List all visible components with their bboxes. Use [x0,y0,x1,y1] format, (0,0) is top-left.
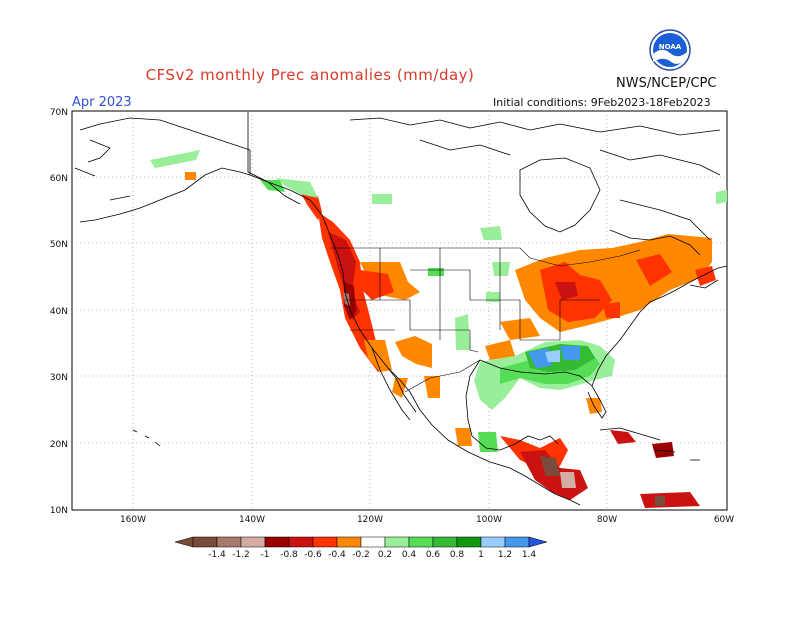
lat-labels: 70N 60N 50N 40N 30N 20N 10N [50,108,68,516]
colorbar-swatch [192,536,218,548]
lon-label: 120W [357,515,383,525]
lon-label: 160W [120,515,146,525]
colorbar-swatch [504,536,530,548]
initial-conditions: Initial conditions: 9Feb2023-18Feb2023 [493,96,711,109]
colorbar-swatch [312,536,338,548]
svg-text:NOAA: NOAA [659,43,682,51]
colorbar-label: 1.2 [498,550,512,560]
colorbar-arrow-low [174,536,194,548]
lat-label: 30N [50,373,68,383]
colorbar-swatch [384,536,410,548]
colorbar-label: -0.4 [328,550,346,560]
colorbar-label: -1.4 [208,550,226,560]
colorbar-label: -0.6 [304,550,322,560]
colorbar-label: -0.2 [352,550,370,560]
colorbar-label: 0.2 [378,550,392,560]
colorbar-label: 0.4 [402,550,417,560]
colorbar-swatch [408,536,434,548]
lat-label: 50N [50,240,68,250]
colorbar-swatch [216,536,242,548]
lon-labels: 160W 140W 120W 100W 80W 60W [120,515,734,525]
lat-label: 10N [50,506,68,516]
lat-label: 40N [50,307,68,317]
colorbar-swatch [288,536,314,548]
colorbar-arrow-high [528,536,548,548]
colorbar-label: 1 [478,550,484,560]
colorbar-label: 0.8 [450,550,465,560]
colorbar: -1.4 -1.2 -1 -0.8 -0.6 -0.4 -0.2 0.2 0.4 0.6 0.8 1 1… [174,536,548,560]
noaa-logo: NOAA [649,29,691,71]
colorbar-swatch [456,536,482,548]
map-title: CFSv2 monthly Prec anomalies (mm/day) [145,66,475,84]
colorbar-swatch [240,536,266,548]
agency-label: NWS/NCEP/CPC [616,76,717,91]
colorbar-label: -1 [261,550,270,560]
lon-label: 60W [714,515,734,525]
lon-label: 80W [597,515,617,525]
colorbar-swatch [264,536,290,548]
colorbar-swatch [432,536,458,548]
political-borders [330,247,641,393]
coastlines [74,112,728,506]
colorbar-swatch [480,536,506,548]
lat-label: 70N [50,108,68,118]
lat-label: 20N [50,440,68,450]
colorbar-label: 1.4 [522,550,537,560]
lon-label: 100W [476,515,502,525]
lat-label: 60N [50,174,68,184]
colorbar-swatch [360,536,386,548]
forecast-month: Apr 2023 [72,95,132,110]
colorbar-label: 0.6 [426,550,441,560]
colorbar-swatch [336,536,362,548]
colorbar-label: -1.2 [232,550,250,560]
lon-label: 140W [239,515,265,525]
colorbar-label: -0.8 [280,550,298,560]
